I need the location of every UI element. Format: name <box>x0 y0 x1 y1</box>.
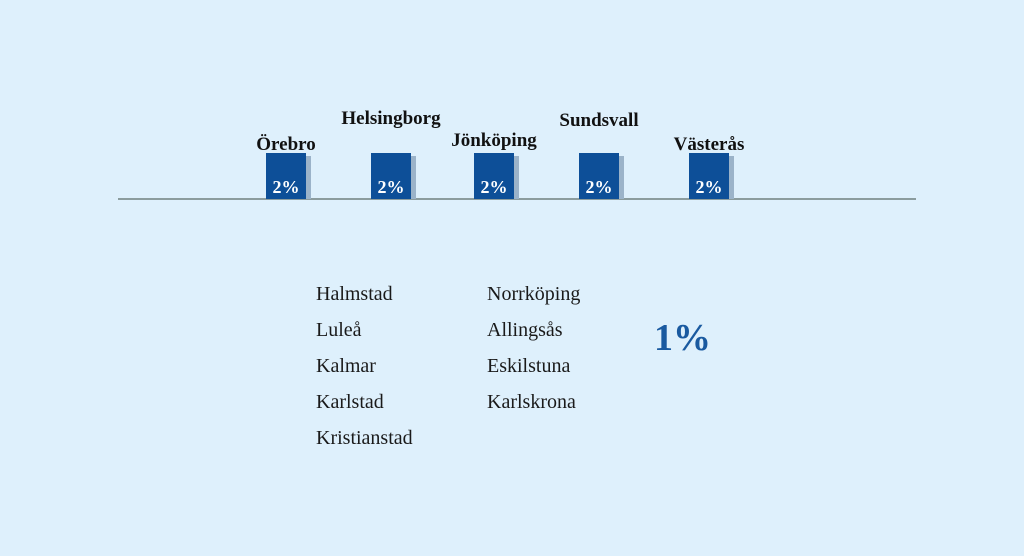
bar <box>579 153 619 199</box>
city-list-right: Norrköping Allingsås Eskilstuna Karlskro… <box>487 276 580 420</box>
bar-category-label: Jönköping <box>451 130 537 151</box>
bar-category-label: Sundsvall <box>559 110 638 131</box>
bar <box>266 153 306 199</box>
bar-category-label: Örebro <box>256 134 315 155</box>
bar-category-label: Helsingborg <box>341 108 441 129</box>
list-item: Kristianstad <box>316 427 413 449</box>
bar <box>371 153 411 199</box>
list-item: Eskilstuna <box>487 355 571 377</box>
bar-value-label: 2% <box>586 177 613 197</box>
bar-category-label: Västerås <box>674 134 745 155</box>
list-item: Halmstad <box>316 283 393 305</box>
city-list-left: Halmstad Luleå Kalmar Karlstad Kristians… <box>316 276 413 456</box>
bar-value-label: 2% <box>696 177 723 197</box>
bar <box>474 153 514 199</box>
list-item: Allingsås <box>487 319 563 341</box>
list-item: Luleå <box>316 319 362 341</box>
bar-value-label: 2% <box>481 177 508 197</box>
list-item: Norrköping <box>487 283 581 305</box>
list-item: Karlskrona <box>487 391 576 413</box>
bar-value-label: 2% <box>378 177 405 197</box>
bar-value-label: 2% <box>273 177 300 197</box>
group-value-label: 1% <box>654 317 711 359</box>
bar <box>689 153 729 199</box>
list-item: Kalmar <box>316 355 376 377</box>
list-item: Karlstad <box>316 391 384 413</box>
